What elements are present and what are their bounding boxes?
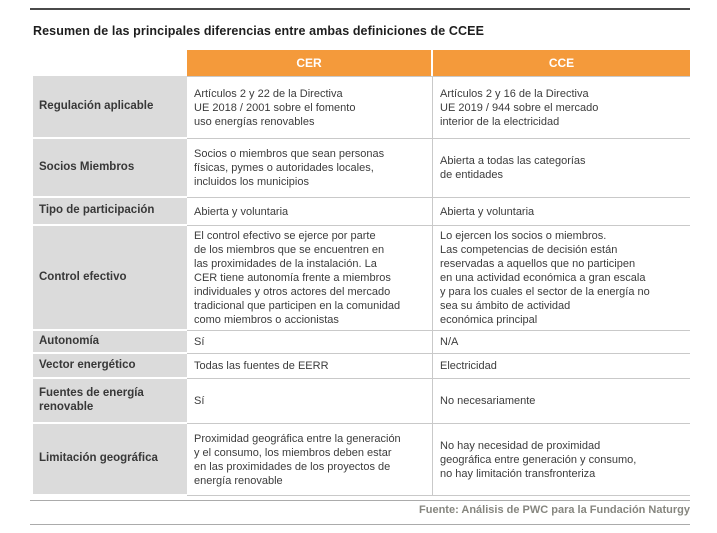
table-row: Fuentes de energía renovable Sí No neces… (33, 379, 690, 424)
cer-cell: Sí (187, 331, 433, 354)
row-label: Vector energético (33, 354, 187, 379)
footer-divider-top (30, 500, 690, 501)
row-label: Limitación geográfica (33, 424, 187, 496)
table-row: Tipo de participación Abierta y voluntar… (33, 198, 690, 226)
footer-divider-bottom (30, 524, 690, 525)
table-row: Regulación aplicable Artículos 2 y 22 de… (33, 76, 690, 139)
top-divider (30, 8, 690, 10)
table-row: Limitación geográfica Proximidad geográf… (33, 424, 690, 496)
table-row: Autonomía Sí N/A (33, 331, 690, 354)
table-row: Control efectivo El control efectivo se … (33, 226, 690, 331)
column-header-cer: CER (187, 50, 433, 76)
cer-cell: Proximidad geográfica entre la generació… (187, 424, 433, 496)
cce-cell: Artículos 2 y 16 de la Directiva UE 2019… (433, 76, 690, 139)
cer-cell: El control efectivo se ejerce por parte … (187, 226, 433, 331)
comparison-table: CER CCE Regulación aplicable Artículos 2… (33, 50, 690, 496)
cce-cell: Electricidad (433, 354, 690, 379)
cer-cell: Abierta y voluntaria (187, 198, 433, 226)
row-label: Autonomía (33, 331, 187, 354)
table-row: Socios Miembros Socios o miembros que se… (33, 139, 690, 198)
cce-cell: Abierta a todas las categorías de entida… (433, 139, 690, 198)
column-header-cce: CCE (433, 50, 690, 76)
cce-cell: No necesariamente (433, 379, 690, 424)
row-label: Tipo de participación (33, 198, 187, 226)
cce-cell: Abierta y voluntaria (433, 198, 690, 226)
cer-cell: Todas las fuentes de EERR (187, 354, 433, 379)
cer-cell: Socios o miembros que sean personas físi… (187, 139, 433, 198)
row-label: Fuentes de energía renovable (33, 379, 187, 424)
cce-cell: No hay necesidad de proximidad geográfic… (433, 424, 690, 496)
source-note: Fuente: Análisis de PWC para la Fundació… (419, 504, 690, 516)
row-label: Control efectivo (33, 226, 187, 331)
corner-cell (33, 50, 187, 76)
cer-cell: Sí (187, 379, 433, 424)
row-label: Socios Miembros (33, 139, 187, 198)
cce-cell: N/A (433, 331, 690, 354)
cer-cell: Artículos 2 y 22 de la Directiva UE 2018… (187, 76, 433, 139)
page-title: Resumen de las principales diferencias e… (33, 24, 485, 38)
table-header-row: CER CCE (33, 50, 690, 76)
row-label: Regulación aplicable (33, 76, 187, 139)
table-row: Vector energético Todas las fuentes de E… (33, 354, 690, 379)
cce-cell: Lo ejercen los socios o miembros. Las co… (433, 226, 690, 331)
